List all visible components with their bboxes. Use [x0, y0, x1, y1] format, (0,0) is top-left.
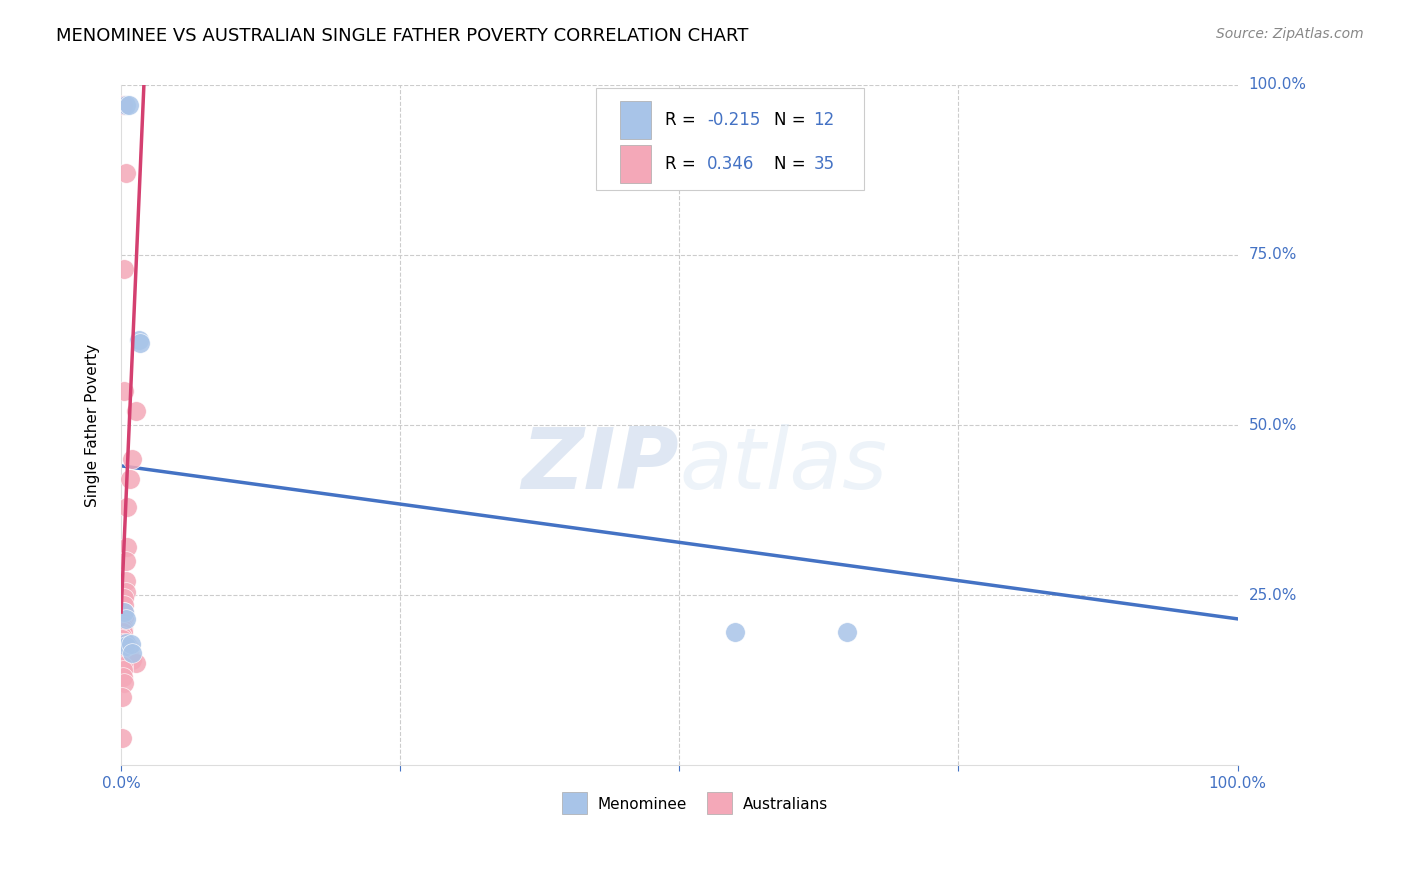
- Point: [112, 618, 135, 632]
- Point: [124, 656, 146, 670]
- Text: 12: 12: [813, 111, 835, 129]
- Point: [120, 649, 142, 664]
- Y-axis label: Single Father Poverty: Single Father Poverty: [86, 343, 100, 507]
- Text: Source: ZipAtlas.com: Source: ZipAtlas.com: [1216, 27, 1364, 41]
- Point: [111, 690, 134, 704]
- Text: Australians: Australians: [742, 797, 828, 812]
- Point: [129, 336, 152, 351]
- Text: 50.0%: 50.0%: [1249, 417, 1296, 433]
- Text: 100.0%: 100.0%: [1249, 78, 1306, 93]
- Point: [114, 599, 136, 613]
- Point: [124, 404, 146, 418]
- Point: [114, 98, 136, 112]
- Point: [111, 629, 134, 643]
- Point: [121, 646, 143, 660]
- Text: MENOMINEE VS AUSTRALIAN SINGLE FATHER POVERTY CORRELATION CHART: MENOMINEE VS AUSTRALIAN SINGLE FATHER PO…: [56, 27, 748, 45]
- Text: 35: 35: [813, 155, 834, 173]
- Point: [112, 625, 135, 640]
- Text: -0.215: -0.215: [707, 111, 761, 129]
- Point: [120, 637, 142, 651]
- Point: [114, 612, 136, 626]
- Text: 0.346: 0.346: [707, 155, 755, 173]
- Point: [112, 98, 135, 112]
- Point: [120, 472, 142, 486]
- Point: [115, 500, 138, 514]
- Text: 25.0%: 25.0%: [1249, 588, 1296, 603]
- FancyBboxPatch shape: [620, 101, 651, 138]
- Text: R =: R =: [665, 111, 700, 129]
- Text: atlas: atlas: [679, 425, 887, 508]
- Point: [128, 333, 150, 347]
- Point: [114, 635, 136, 649]
- Point: [114, 554, 136, 568]
- Point: [112, 663, 135, 677]
- Text: ZIP: ZIP: [522, 425, 679, 508]
- Point: [112, 659, 135, 673]
- Point: [114, 574, 136, 589]
- Text: Menominee: Menominee: [598, 797, 688, 812]
- Text: R =: R =: [665, 155, 700, 173]
- Point: [118, 98, 141, 112]
- Point: [114, 676, 136, 690]
- Point: [114, 612, 136, 626]
- FancyBboxPatch shape: [562, 792, 586, 814]
- Point: [114, 261, 136, 276]
- Point: [112, 615, 135, 630]
- Point: [114, 646, 136, 660]
- Point: [114, 166, 136, 180]
- Point: [114, 605, 136, 619]
- Point: [112, 670, 135, 684]
- Point: [724, 625, 747, 640]
- Point: [117, 639, 139, 653]
- Point: [111, 632, 134, 647]
- FancyBboxPatch shape: [707, 792, 731, 814]
- Point: [121, 452, 143, 467]
- Point: [835, 625, 858, 640]
- Point: [114, 639, 136, 653]
- Text: N =: N =: [775, 111, 811, 129]
- FancyBboxPatch shape: [596, 88, 863, 190]
- Text: N =: N =: [775, 155, 811, 173]
- Point: [114, 384, 136, 398]
- Point: [114, 591, 136, 606]
- Point: [114, 605, 136, 619]
- Point: [111, 635, 134, 649]
- FancyBboxPatch shape: [620, 145, 651, 183]
- Point: [117, 642, 139, 657]
- Point: [121, 653, 143, 667]
- Point: [112, 622, 135, 636]
- Point: [114, 584, 136, 599]
- Point: [111, 731, 134, 745]
- Text: 75.0%: 75.0%: [1249, 247, 1296, 262]
- Point: [115, 541, 138, 555]
